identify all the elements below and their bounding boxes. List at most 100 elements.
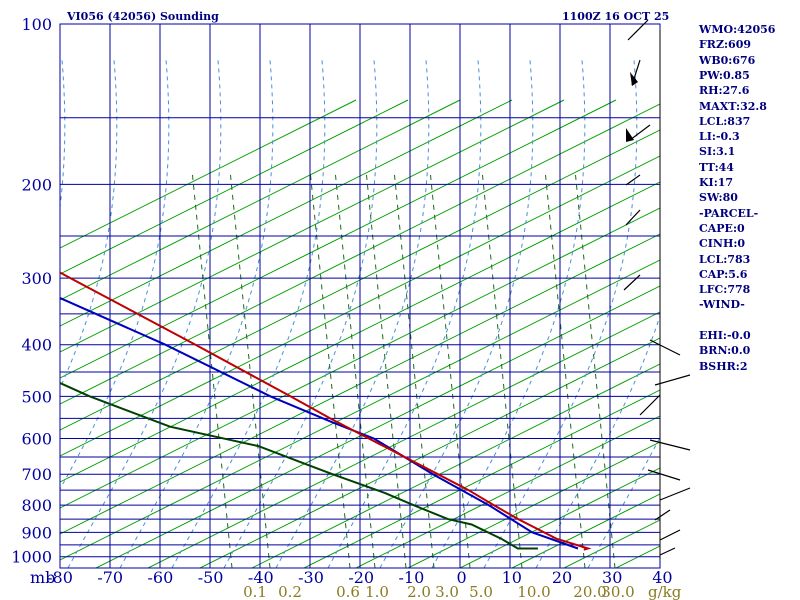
index-line: SI:3.1 — [699, 145, 736, 159]
dry-adiabat-line — [94, 285, 660, 568]
pressure-tick-label: 700 — [21, 465, 52, 484]
temperature-tick-label: -70 — [97, 568, 123, 587]
sounding-profiles — [60, 271, 592, 551]
wind-barb — [647, 469, 681, 481]
adiabat-lines — [0, 59, 800, 600]
index-line: LCL:837 — [699, 114, 751, 128]
mixing-ratio-tick-label: 2.0 — [407, 583, 431, 600]
index-line: FRZ:609 — [699, 38, 752, 52]
mixing-ratio-tick-label: 1.0 — [365, 583, 389, 600]
index-line: TT:44 — [699, 160, 734, 174]
wind-barbs — [623, 19, 691, 560]
temperature-tick-label: -40 — [248, 568, 274, 587]
index-line: LI:-0.3 — [699, 130, 740, 144]
temperature-tick-label: -80 — [47, 568, 73, 587]
index-line: RH:27.6 — [699, 84, 750, 98]
index-line: -WIND- — [699, 298, 745, 312]
mixing-ratio-tick-label: 3.0 — [435, 583, 459, 600]
temperature-tick-label: 30 — [602, 568, 622, 587]
temperature-tick-label: -20 — [348, 568, 374, 587]
temperature-tick-label: -50 — [198, 568, 224, 587]
mixing-ratio-line — [229, 169, 271, 568]
index-line: BSHR:2 — [699, 359, 748, 373]
dry-adiabat-line — [354, 415, 660, 568]
dry-adiabat-line — [60, 103, 660, 405]
wind-barb — [639, 394, 661, 416]
mixing-ratio-unit-label: g/kg — [648, 583, 682, 600]
wind-barb — [625, 209, 641, 226]
mixing-ratio-lines — [191, 169, 616, 568]
mixing-ratio-tick-label: 5.0 — [469, 583, 493, 600]
index-line: CAPE:0 — [699, 221, 745, 235]
temperature-tick-label: 40 — [652, 568, 672, 587]
dry-adiabat-line — [60, 129, 660, 431]
temperature-tick-label: 20 — [552, 568, 572, 587]
wind-barb — [629, 124, 651, 141]
index-line: SW:80 — [699, 191, 738, 205]
temperature-tick-label: -30 — [298, 568, 324, 587]
pressure-tick-label: 300 — [21, 269, 52, 288]
dry-adiabat-line — [60, 99, 461, 301]
index-line: -PARCEL- — [699, 206, 759, 220]
dry-adiabat-line — [60, 181, 660, 483]
chart-title: VI056 (42056) Sounding — [66, 10, 219, 23]
dry-adiabat-line — [60, 99, 409, 275]
index-line: KI:17 — [699, 176, 734, 189]
pressure-tick-label: 600 — [21, 430, 52, 449]
wind-barb — [649, 439, 691, 451]
wind-barb — [654, 509, 671, 521]
pressure-tick-label: 800 — [21, 496, 52, 515]
dry-adiabat-line — [60, 99, 357, 249]
index-line: EHI:-0.0 — [699, 329, 751, 342]
mixing-ratio-tick-label: 10.0 — [517, 583, 550, 600]
wind-barb — [654, 374, 691, 386]
pressure-tick-label: 500 — [21, 387, 52, 406]
temperature-tick-label: 0 — [457, 568, 467, 587]
dry-adiabat-line — [406, 441, 660, 568]
mixing-ratio-tick-label: 0.2 — [278, 583, 302, 600]
dry-adiabat-line — [760, 100, 800, 600]
dry-adiabat-line — [60, 259, 660, 561]
wind-barb — [627, 19, 649, 41]
pressure-tick-label: 200 — [21, 175, 52, 194]
temperature-tick-label: -60 — [148, 568, 174, 587]
pressure-tick-label: 400 — [21, 336, 52, 355]
temperature-trace-line — [60, 271, 592, 551]
wind-pennant — [626, 128, 634, 142]
dry-adiabat-line — [510, 493, 660, 568]
parcel-trace-line — [60, 296, 579, 550]
wind-barb — [659, 487, 691, 501]
index-line: LCL:783 — [699, 252, 751, 266]
wind-barb — [625, 174, 641, 186]
observation-time: 1100Z 16 OCT 25 — [562, 10, 669, 23]
dry-adiabat-line — [146, 311, 660, 568]
mixing-ratio-line — [309, 169, 351, 568]
index-line: LFC:778 — [699, 283, 751, 297]
dry-adiabat-line — [60, 207, 660, 509]
index-line: WB0:676 — [699, 53, 756, 67]
temperature-tick-label: -10 — [399, 568, 425, 587]
chart-grid — [59, 23, 661, 569]
mixing-ratio-line — [191, 169, 233, 568]
dry-adiabat-line — [302, 389, 660, 568]
pressure-tick-label: 1000 — [11, 548, 52, 567]
mixing-ratio-tick-label: 0.6 — [336, 583, 360, 600]
moist-adiabat-line — [0, 60, 13, 568]
index-line: MAXT:32.8 — [699, 99, 767, 113]
index-line: BRN:0.0 — [699, 344, 751, 358]
moist-adiabat-line — [60, 59, 66, 210]
pressure-tick-label: 100 — [21, 15, 52, 34]
wind-barb — [659, 529, 681, 541]
index-line: CINH:0 — [699, 237, 746, 251]
dry-adiabat-line — [60, 155, 660, 457]
dry-adiabat-line — [250, 363, 660, 568]
mixing-ratio-tick-label: 0.1 — [243, 583, 267, 600]
index-line: WMO:42056 — [699, 23, 776, 36]
dry-adiabat-line — [60, 233, 660, 535]
mixing-ratio-line — [429, 169, 471, 568]
dry-adiabat-line — [60, 99, 565, 353]
mixing-ratio-tick-label: 20.0 — [573, 583, 606, 600]
pressure-tick-label: 900 — [21, 523, 52, 542]
